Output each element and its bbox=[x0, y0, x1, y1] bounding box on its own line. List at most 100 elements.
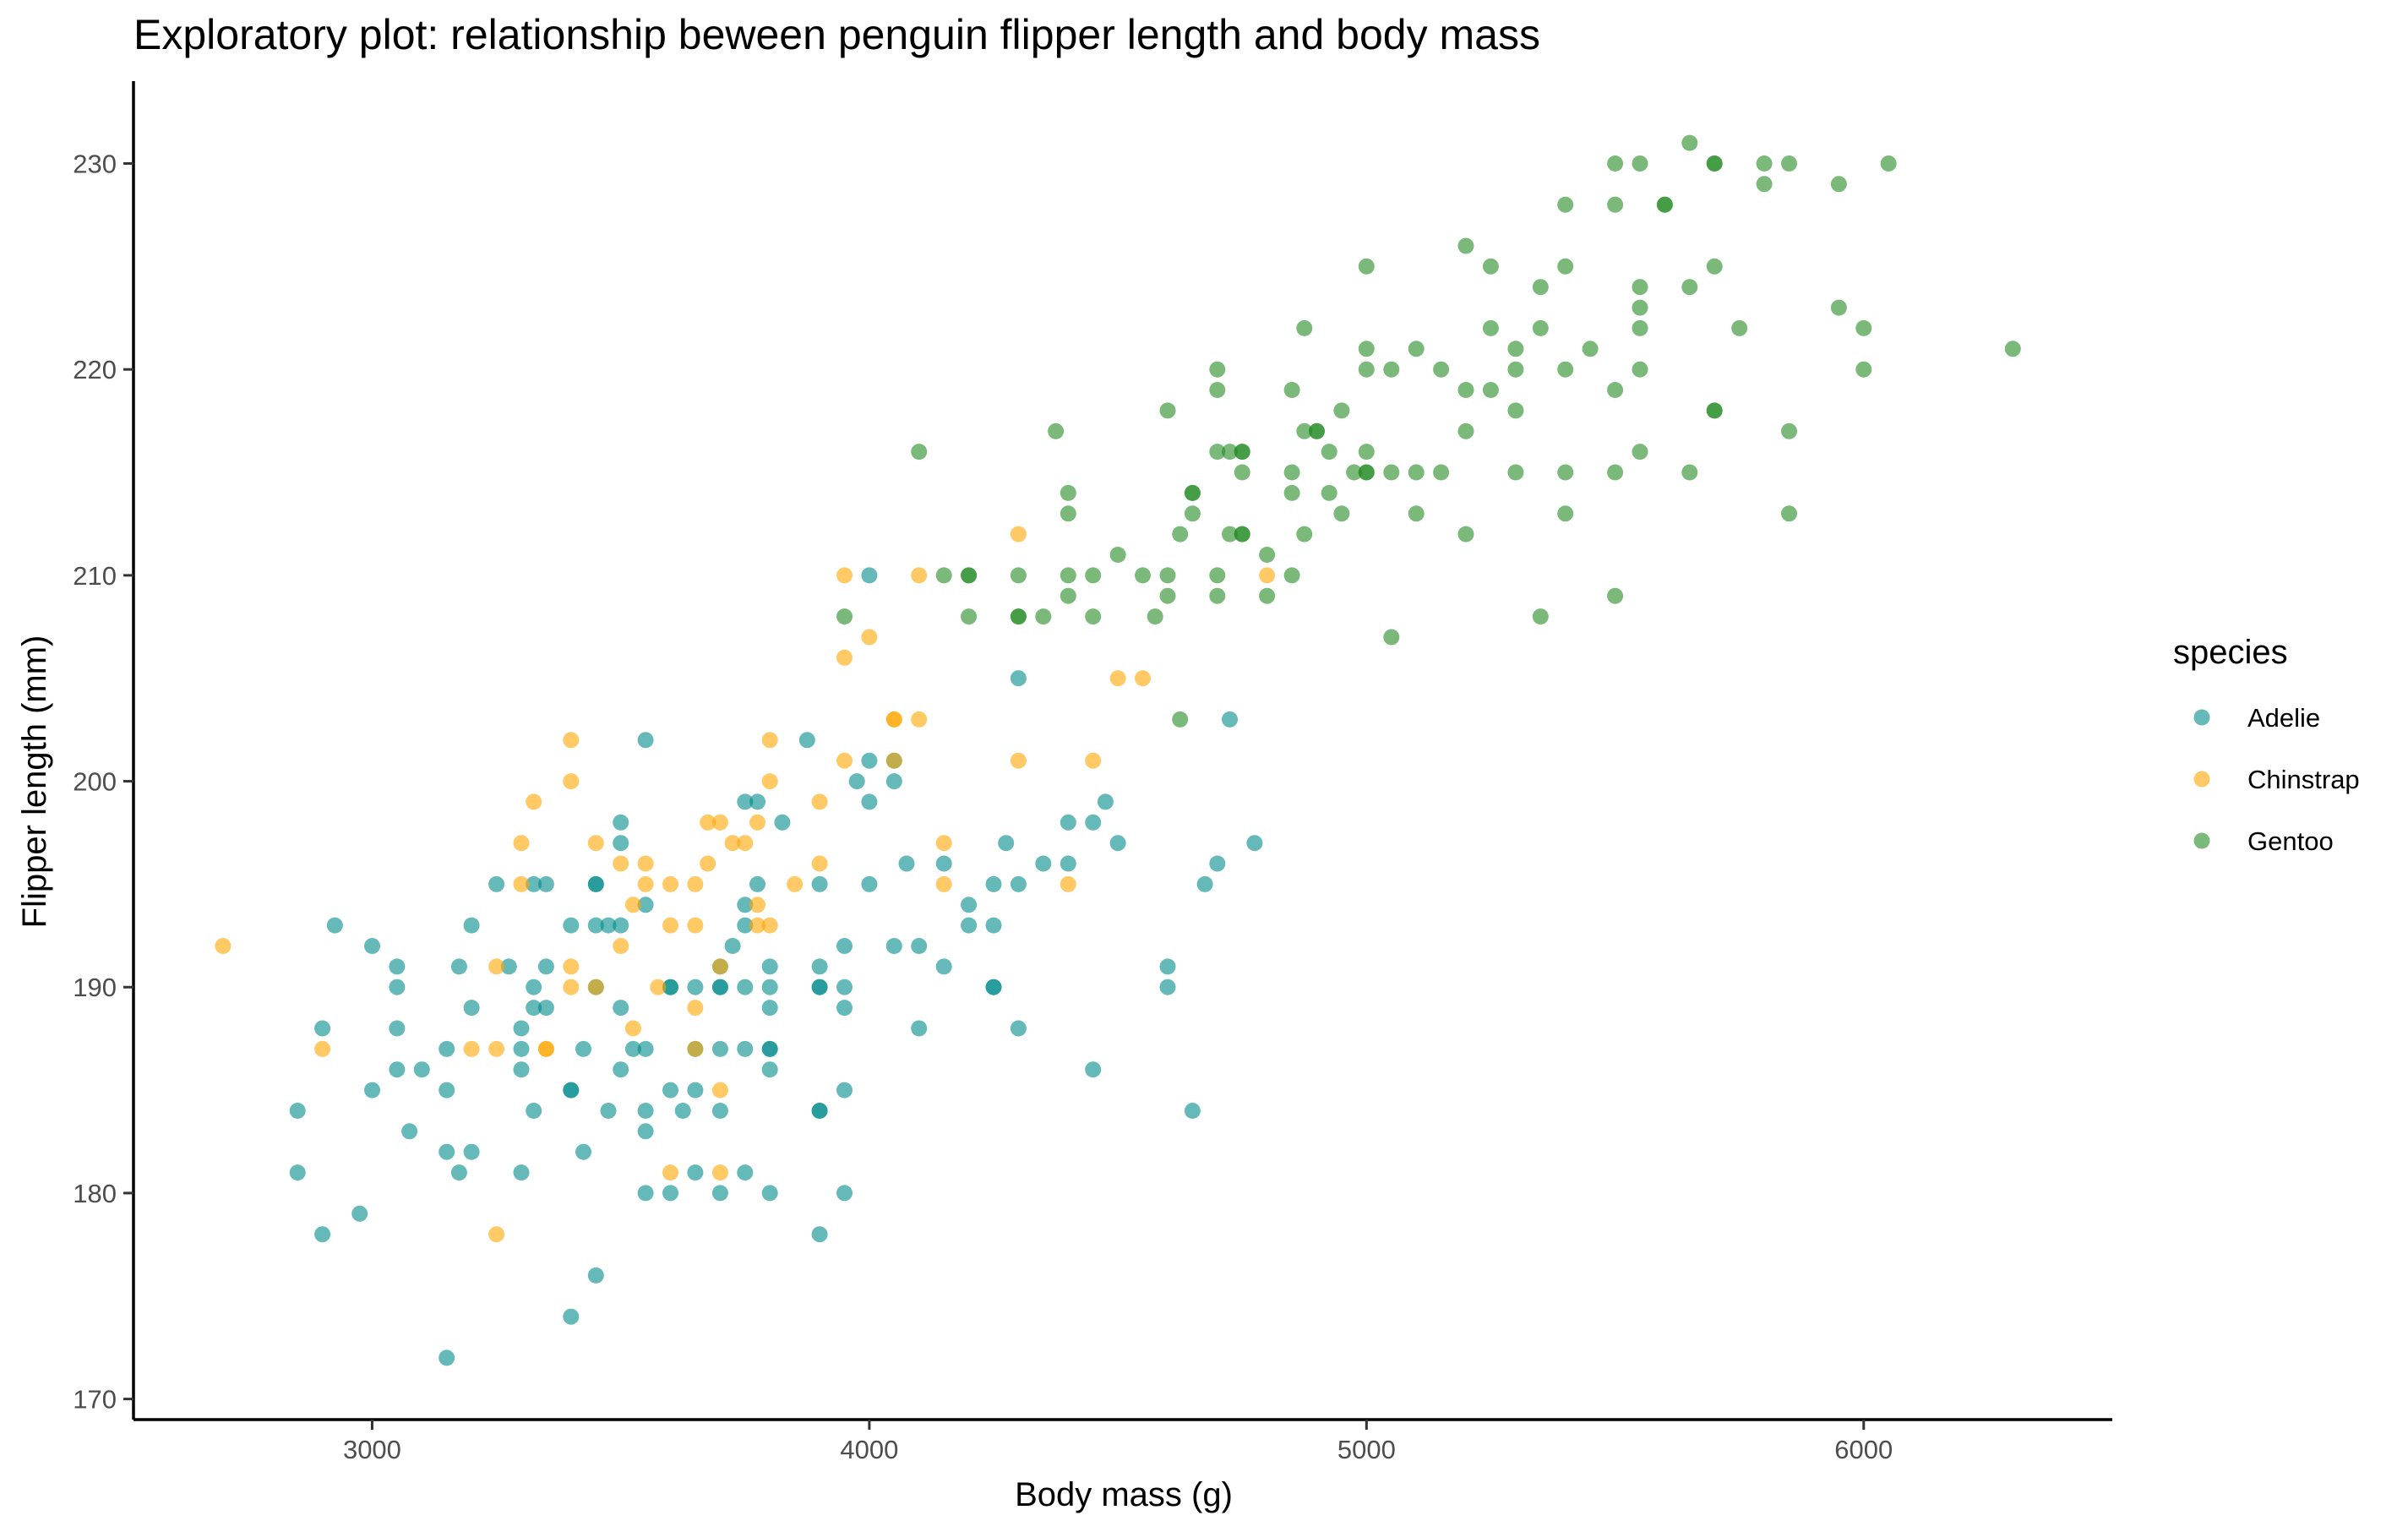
data-point-adelie bbox=[513, 1040, 530, 1057]
data-point-gentoo bbox=[1234, 444, 1250, 461]
y-tick-label: 180 bbox=[73, 1179, 117, 1208]
data-point-adelie bbox=[985, 917, 1002, 934]
data-point-gentoo bbox=[1184, 484, 1201, 501]
data-point-adelie bbox=[575, 1040, 591, 1057]
data-point-gentoo bbox=[1321, 484, 1337, 501]
data-point-gentoo bbox=[1681, 279, 1698, 296]
data-point-adelie bbox=[898, 855, 915, 872]
data-point-chinstrap bbox=[650, 979, 667, 995]
data-point-chinstrap bbox=[624, 1020, 641, 1037]
data-point-gentoo bbox=[1309, 422, 1325, 439]
data-point-adelie bbox=[687, 1164, 704, 1181]
data-point-adelie bbox=[600, 1103, 617, 1119]
data-point-adelie bbox=[1109, 835, 1126, 852]
data-point-adelie bbox=[935, 958, 952, 975]
data-point-adelie bbox=[439, 1143, 455, 1160]
data-point-gentoo bbox=[1632, 444, 1648, 461]
data-point-adelie bbox=[364, 1082, 380, 1098]
data-point-gentoo bbox=[1383, 629, 1400, 646]
data-point-adelie bbox=[1060, 814, 1076, 831]
data-point-chinstrap bbox=[587, 835, 604, 852]
data-point-adelie bbox=[935, 855, 952, 872]
data-point-adelie bbox=[401, 1123, 418, 1140]
data-point-chinstrap bbox=[563, 958, 580, 975]
data-point-chinstrap bbox=[463, 1040, 480, 1057]
data-point-adelie bbox=[711, 1040, 728, 1057]
data-point-gentoo bbox=[1135, 567, 1151, 584]
data-point-adelie bbox=[861, 567, 878, 584]
data-point-gentoo bbox=[1283, 567, 1300, 584]
data-point-chinstrap bbox=[811, 793, 828, 810]
data-point-adelie bbox=[613, 1000, 629, 1017]
data-point-gentoo bbox=[1532, 279, 1549, 296]
data-point-chinstrap bbox=[836, 567, 853, 584]
data-point-chinstrap bbox=[637, 855, 654, 872]
data-point-gentoo bbox=[1383, 361, 1400, 378]
data-point-gentoo bbox=[1756, 155, 1773, 172]
data-point-gentoo bbox=[1408, 505, 1425, 522]
data-point-gentoo bbox=[1532, 319, 1549, 336]
data-point-adelie bbox=[861, 793, 878, 810]
data-point-adelie bbox=[911, 1020, 928, 1037]
data-point-adelie bbox=[637, 897, 654, 913]
data-point-adelie bbox=[1010, 670, 1027, 687]
data-point-gentoo bbox=[1557, 464, 1574, 481]
data-point-adelie bbox=[624, 1040, 641, 1057]
data-point-adelie bbox=[450, 958, 467, 975]
data-point-adelie bbox=[1159, 958, 1176, 975]
data-point-adelie bbox=[998, 835, 1015, 852]
data-point-gentoo bbox=[1172, 711, 1189, 728]
data-point-gentoo bbox=[1010, 567, 1027, 584]
data-point-gentoo bbox=[1855, 319, 1872, 336]
data-point-chinstrap bbox=[513, 835, 530, 852]
series-adelie bbox=[289, 567, 1263, 1366]
data-point-gentoo bbox=[1706, 155, 1723, 172]
series-gentoo bbox=[836, 134, 2021, 728]
data-point-gentoo bbox=[1706, 402, 1723, 419]
x-tick-label: 5000 bbox=[1337, 1435, 1396, 1464]
data-point-gentoo bbox=[1209, 382, 1226, 398]
data-point-chinstrap bbox=[563, 732, 580, 749]
data-point-gentoo bbox=[961, 608, 978, 625]
data-point-adelie bbox=[1097, 793, 1114, 810]
data-point-adelie bbox=[1184, 1103, 1201, 1119]
data-point-gentoo bbox=[1283, 382, 1300, 398]
data-point-chinstrap bbox=[488, 1040, 505, 1057]
data-point-gentoo bbox=[1457, 422, 1474, 439]
data-point-adelie bbox=[737, 979, 754, 995]
data-point-adelie bbox=[1010, 1020, 1027, 1037]
data-point-chinstrap bbox=[911, 711, 928, 728]
data-point-chinstrap bbox=[613, 855, 629, 872]
data-point-chinstrap bbox=[861, 629, 878, 646]
data-point-adelie bbox=[526, 1103, 542, 1119]
data-point-chinstrap bbox=[1085, 752, 1102, 769]
data-point-gentoo bbox=[1358, 361, 1375, 378]
data-point-chinstrap bbox=[1109, 670, 1126, 687]
x-tick-label: 6000 bbox=[1834, 1435, 1893, 1464]
data-point-adelie bbox=[687, 1082, 704, 1098]
data-point-adelie bbox=[1085, 1061, 1102, 1078]
y-tick-label: 200 bbox=[73, 767, 117, 797]
data-point-chinstrap bbox=[215, 938, 232, 954]
data-point-gentoo bbox=[1159, 587, 1176, 604]
data-point-adelie bbox=[662, 979, 678, 995]
data-point-adelie bbox=[575, 1143, 591, 1160]
data-point-chinstrap bbox=[563, 773, 580, 790]
data-point-adelie bbox=[587, 875, 604, 892]
legend-key-adelie bbox=[2193, 709, 2210, 726]
data-point-chinstrap bbox=[563, 979, 580, 995]
data-point-gentoo bbox=[1209, 444, 1226, 461]
data-point-adelie bbox=[836, 1185, 853, 1202]
data-point-gentoo bbox=[1607, 196, 1624, 213]
data-point-chinstrap bbox=[885, 752, 902, 769]
data-point-adelie bbox=[637, 1185, 654, 1202]
legend-key-gentoo bbox=[2193, 832, 2210, 849]
data-point-adelie bbox=[1196, 875, 1213, 892]
data-point-gentoo bbox=[1482, 258, 1499, 275]
data-point-gentoo bbox=[2004, 341, 2021, 357]
data-point-adelie bbox=[563, 1082, 580, 1098]
data-point-adelie bbox=[961, 897, 978, 913]
data-point-adelie bbox=[1060, 855, 1076, 872]
data-point-adelie bbox=[749, 793, 765, 810]
y-tick-label: 230 bbox=[73, 149, 117, 178]
